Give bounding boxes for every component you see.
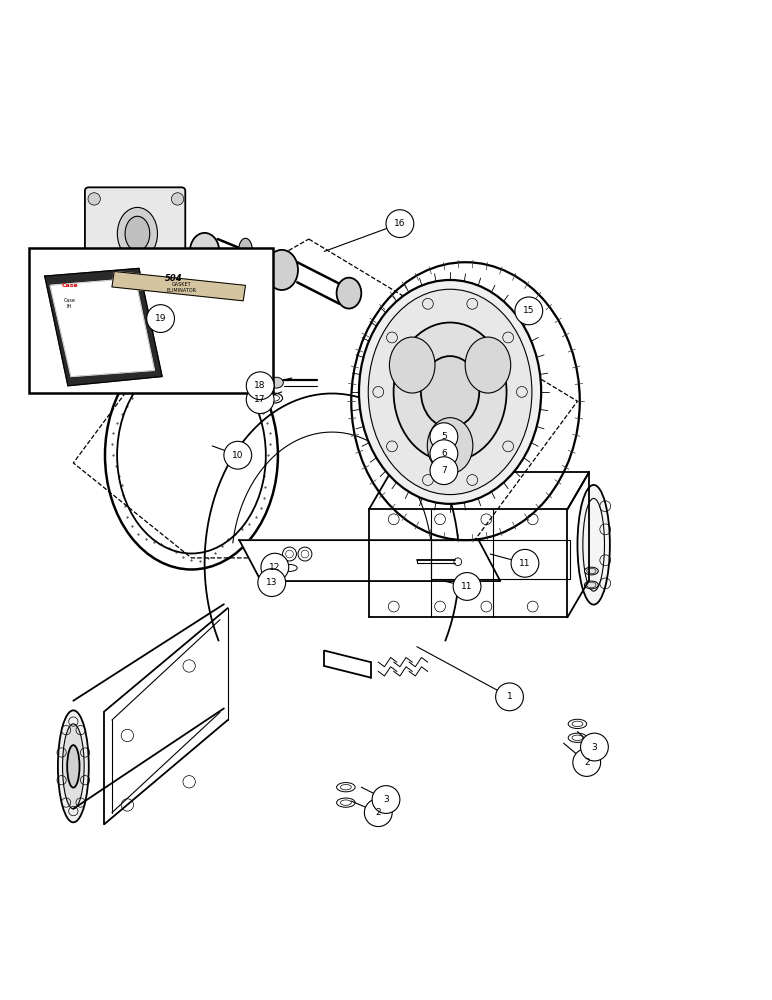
Text: 3: 3 — [591, 743, 598, 752]
Circle shape — [171, 262, 184, 275]
Text: 6: 6 — [441, 449, 447, 458]
Circle shape — [453, 573, 481, 600]
Text: GASKET
ELIMINATOR: GASKET ELIMINATOR — [167, 282, 196, 293]
Ellipse shape — [368, 289, 532, 495]
Circle shape — [463, 559, 471, 567]
Ellipse shape — [421, 356, 479, 428]
Text: 11: 11 — [462, 582, 472, 591]
Text: 16: 16 — [394, 219, 405, 228]
Ellipse shape — [359, 280, 541, 504]
Ellipse shape — [125, 216, 150, 251]
Ellipse shape — [577, 485, 610, 605]
Text: 2: 2 — [584, 758, 590, 767]
Text: 3: 3 — [383, 795, 389, 804]
Circle shape — [258, 569, 286, 596]
Polygon shape — [45, 268, 162, 386]
Text: 504: 504 — [165, 274, 182, 283]
Ellipse shape — [584, 567, 598, 575]
Circle shape — [364, 799, 392, 827]
Ellipse shape — [269, 377, 283, 388]
Text: Case
IH: Case IH — [63, 298, 76, 309]
FancyBboxPatch shape — [85, 187, 185, 280]
Text: 5: 5 — [441, 432, 447, 441]
Circle shape — [372, 786, 400, 813]
Ellipse shape — [117, 207, 157, 260]
Text: 15: 15 — [523, 306, 534, 315]
Ellipse shape — [584, 581, 598, 589]
Circle shape — [147, 305, 174, 332]
Ellipse shape — [389, 337, 435, 393]
Text: 18: 18 — [255, 381, 266, 390]
Text: 1: 1 — [506, 692, 513, 701]
Circle shape — [430, 440, 458, 468]
Circle shape — [224, 441, 252, 469]
Circle shape — [261, 553, 289, 581]
Ellipse shape — [266, 250, 298, 290]
Ellipse shape — [190, 233, 219, 270]
Ellipse shape — [427, 418, 472, 474]
Circle shape — [88, 193, 100, 205]
Polygon shape — [50, 278, 154, 376]
Polygon shape — [112, 271, 245, 301]
Ellipse shape — [58, 710, 89, 822]
Text: Case: Case — [62, 283, 79, 288]
Circle shape — [246, 386, 274, 414]
Polygon shape — [239, 540, 500, 581]
Ellipse shape — [239, 238, 252, 263]
Ellipse shape — [466, 337, 511, 393]
Text: 19: 19 — [155, 314, 166, 323]
Ellipse shape — [67, 745, 80, 788]
Text: 10: 10 — [232, 451, 243, 460]
Circle shape — [581, 733, 608, 761]
Text: 2: 2 — [375, 808, 381, 817]
Ellipse shape — [63, 724, 84, 809]
Circle shape — [573, 749, 601, 776]
Circle shape — [515, 297, 543, 325]
Text: 13: 13 — [266, 578, 277, 587]
Bar — [29, 248, 273, 393]
Circle shape — [430, 423, 458, 451]
Text: 11: 11 — [520, 559, 530, 568]
Text: 17: 17 — [255, 395, 266, 404]
Ellipse shape — [394, 323, 506, 461]
Circle shape — [386, 210, 414, 238]
Circle shape — [88, 262, 100, 275]
Circle shape — [496, 683, 523, 711]
Text: 7: 7 — [441, 466, 447, 475]
Circle shape — [246, 372, 274, 400]
Circle shape — [430, 457, 458, 485]
Ellipse shape — [337, 278, 361, 309]
Circle shape — [171, 193, 184, 205]
Text: 12: 12 — [269, 563, 280, 572]
Circle shape — [511, 549, 539, 577]
